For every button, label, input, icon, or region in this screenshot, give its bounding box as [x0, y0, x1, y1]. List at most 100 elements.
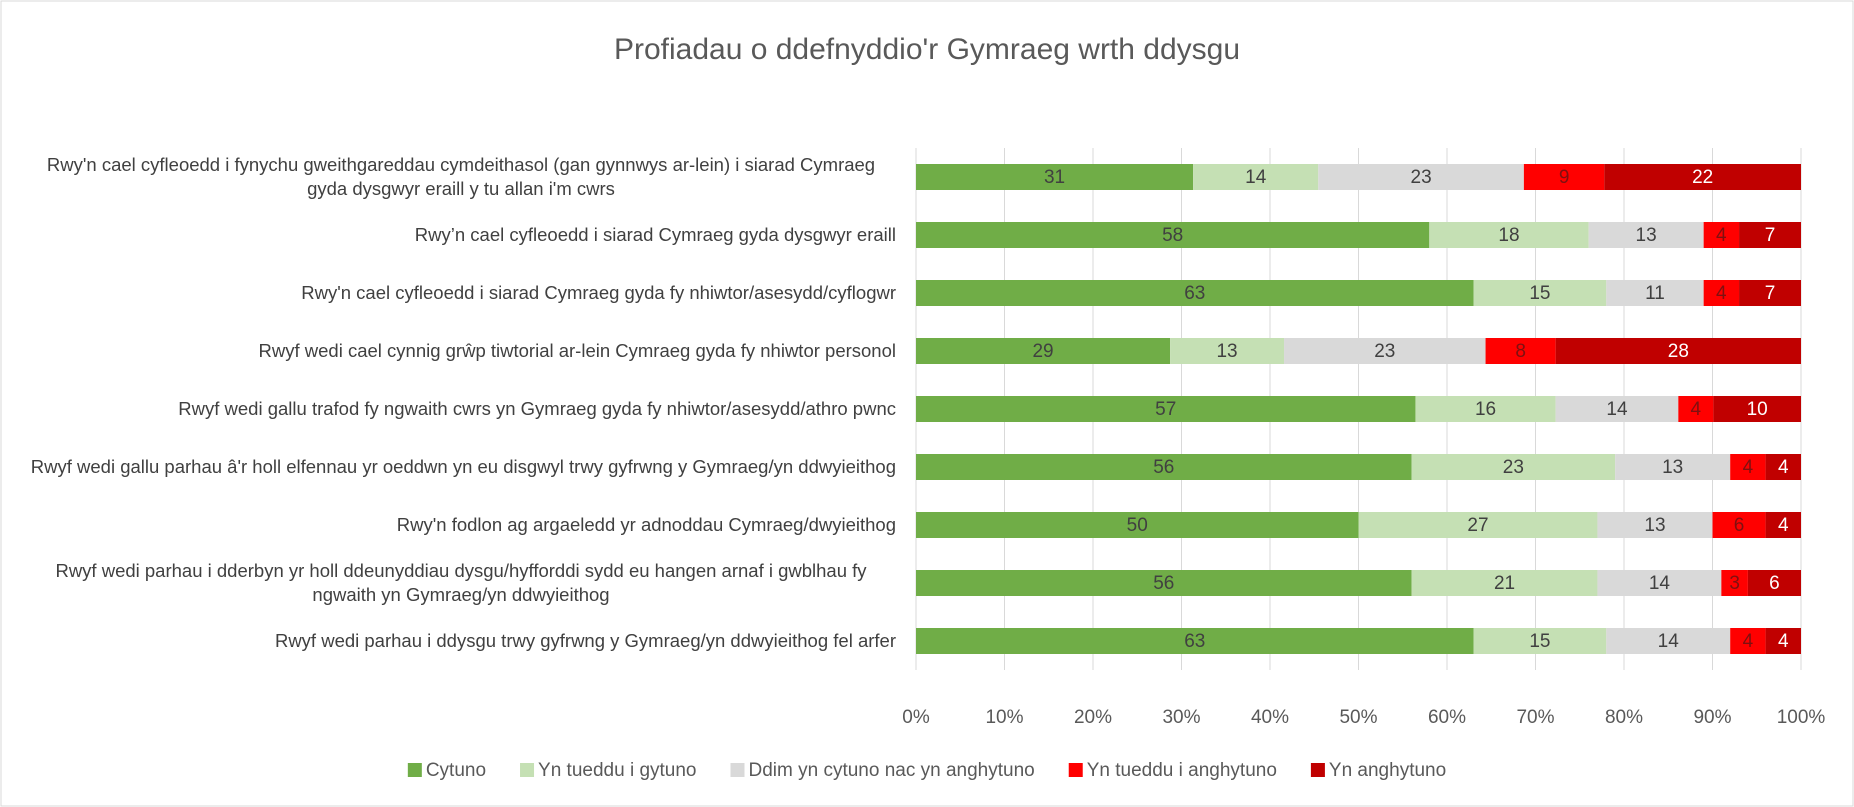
data-label: 56 [1153, 573, 1174, 594]
legend-swatch [730, 763, 745, 777]
bar-segment [916, 454, 1412, 480]
bar-segment [916, 396, 1416, 422]
bar-segment [1739, 280, 1801, 306]
data-label: 23 [1503, 457, 1524, 478]
bar-segment [916, 164, 1194, 190]
bar-segment [1555, 396, 1679, 422]
bar-segment [1747, 570, 1801, 596]
data-label: 14 [1606, 399, 1628, 420]
bar-segment [1765, 628, 1801, 654]
data-label: 4 [1716, 225, 1727, 246]
bar-segment [1473, 280, 1607, 306]
category-label: Rwyf wedi parhau i ddysgu trwy gyfrwng y… [26, 629, 896, 653]
chart-title: Profiadau o ddefnyddio'r Gymraeg wrth dd… [614, 33, 1240, 66]
category-label: Rwy'n cael cyfleoedd i fynychu gweithgar… [26, 153, 896, 201]
legend-swatch [520, 763, 535, 777]
bar-segment [1485, 338, 1556, 364]
x-tick-label: 40% [1251, 707, 1289, 728]
bar-segment [1712, 512, 1766, 538]
data-label: 23 [1374, 341, 1395, 362]
data-label: 56 [1153, 457, 1174, 478]
bar-segment [1703, 222, 1740, 248]
legend-swatch [1310, 763, 1325, 777]
bar-segment [916, 222, 1430, 248]
bar-segment [916, 280, 1474, 306]
x-tick-label: 70% [1516, 707, 1554, 728]
bar-segment [1555, 338, 1801, 364]
data-label: 18 [1498, 225, 1519, 246]
bar-segment [1730, 628, 1766, 654]
data-label: 31 [1044, 167, 1065, 188]
bar-segment [1429, 222, 1589, 248]
x-tick-label: 0% [902, 707, 930, 728]
bar-segment [1597, 512, 1713, 538]
data-label: 7 [1765, 283, 1776, 304]
bar-segment [1765, 512, 1801, 538]
category-label: Rwyf wedi gallu parhau â'r holl elfennau… [26, 455, 896, 479]
category-text: Rwyf wedi gallu trafod fy ngwaith cwrs y… [178, 398, 896, 419]
data-label: 29 [1032, 341, 1053, 362]
data-label: 58 [1162, 225, 1183, 246]
legend-label: Yn tueddu i anghytuno [1087, 760, 1277, 781]
bar-segment [1411, 570, 1598, 596]
data-label: 50 [1127, 515, 1148, 536]
bar-segment [1606, 628, 1731, 654]
bar-segment [916, 338, 1171, 364]
category-text: Rwy’n cael cyfleoedd i siarad Cymraeg gy… [414, 224, 896, 245]
bar-segment [1739, 222, 1801, 248]
legend-label: Yn tueddu i gytuno [538, 760, 696, 781]
bar-segment [1170, 338, 1285, 364]
data-label: 14 [1658, 631, 1680, 652]
data-label: 4 [1743, 457, 1754, 478]
category-label: Rwy'n cael cyfleoedd i siarad Cymraeg gy… [26, 281, 896, 305]
category-text: Rwy'n fodlon ag argaeledd yr adnoddau Cy… [396, 514, 896, 535]
data-label: 11 [1645, 283, 1665, 304]
data-label: 4 [1691, 399, 1702, 420]
category-text: Rwyf wedi parhau i ddysgu trwy gyfrwng y… [274, 630, 896, 651]
category-label: Rwy'n fodlon ag argaeledd yr adnoddau Cy… [26, 513, 896, 537]
bar-segment [1193, 164, 1319, 190]
data-label: 4 [1778, 457, 1789, 478]
legend: Cytuno Yn tueddu i gytuno Ddim yn cytuno n… [407, 760, 1446, 781]
category-label: Rwyf wedi cael cynnig grŵp tiwtorial ar-… [26, 339, 896, 363]
data-label: 21 [1494, 573, 1515, 594]
bar-segment [1473, 628, 1607, 654]
bar-segment [1523, 164, 1605, 190]
bar-segment [916, 570, 1412, 596]
x-tick-label: 60% [1428, 707, 1466, 728]
bar-segment [1765, 454, 1801, 480]
data-label: 10 [1747, 399, 1768, 420]
data-label: 16 [1475, 399, 1496, 420]
data-label: 57 [1155, 399, 1176, 420]
bar-segment [1615, 454, 1731, 480]
category-label: Rwy’n cael cyfleoedd i siarad Cymraeg gy… [26, 223, 896, 247]
data-label: 14 [1245, 167, 1267, 188]
category-text: Rwy'n cael cyfleoedd i siarad Cymraeg gy… [301, 282, 896, 303]
category-label: Rwyf wedi gallu trafod fy ngwaith cwrs y… [26, 397, 896, 421]
bar-segment [916, 512, 1359, 538]
x-tick-label: 20% [1074, 707, 1112, 728]
data-label: 6 [1769, 573, 1780, 594]
category-text: Rwy'n cael cyfleoedd i fynychu gweithgar… [46, 154, 876, 199]
bar-segment [1597, 570, 1722, 596]
bar-segment [1678, 396, 1714, 422]
legend-label: Yn anghytuno [1329, 760, 1446, 781]
bar-segment [1358, 512, 1598, 538]
x-tick-label: 100% [1777, 707, 1826, 728]
bar-segment [1318, 164, 1524, 190]
legend-label: Cytuno [426, 760, 486, 781]
data-label: 8 [1515, 341, 1526, 362]
bar-segment [1721, 570, 1748, 596]
data-label: 4 [1778, 631, 1789, 652]
bar-segment [1588, 222, 1704, 248]
data-label: 14 [1649, 573, 1671, 594]
data-label: 4 [1743, 631, 1754, 652]
bar-segment [1703, 280, 1740, 306]
bar-segment [1604, 164, 1801, 190]
category-label: Rwyf wedi parhau i dderbyn yr holl ddeun… [26, 559, 896, 607]
x-tick-label: 10% [985, 707, 1023, 728]
data-label: 13 [1644, 515, 1665, 536]
